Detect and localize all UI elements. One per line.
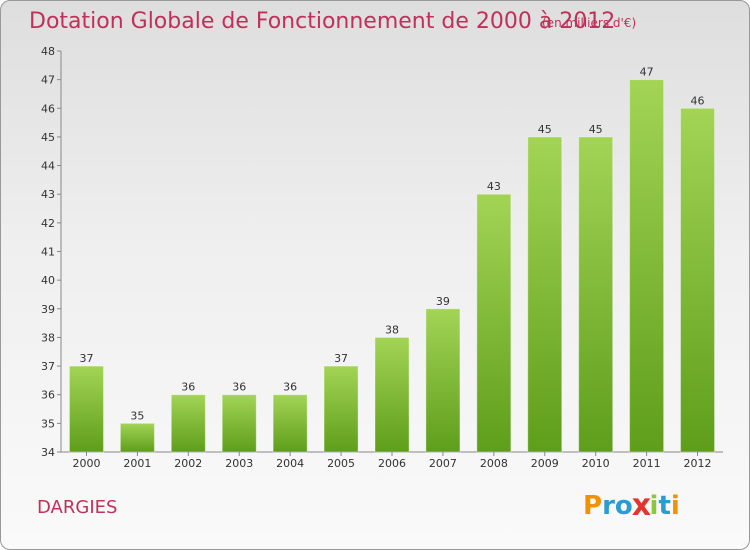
bar-2007 <box>425 308 461 453</box>
x-tick-label-2000: 2000 <box>72 457 100 470</box>
data-label-2004: 36 <box>283 381 297 394</box>
x-tick-label-2006: 2006 <box>378 457 406 470</box>
y-tick-label: 42 <box>41 217 55 230</box>
y-tick-label: 46 <box>41 102 55 115</box>
data-label-2006: 38 <box>385 323 399 336</box>
data-label-2000: 37 <box>79 352 93 365</box>
bar-2012 <box>680 107 716 453</box>
logo-letter: r <box>602 491 615 521</box>
bar-2005 <box>323 365 359 453</box>
y-tick-label: 44 <box>41 160 55 173</box>
x-tick-label-2003: 2003 <box>225 457 253 470</box>
proxiti-logo: Proxiti <box>583 488 680 524</box>
data-label-2011: 47 <box>640 66 654 79</box>
logo-letter: i <box>670 491 680 521</box>
x-tick-label-2001: 2001 <box>123 457 151 470</box>
y-tick-label: 34 <box>41 446 55 459</box>
y-tick-label: 40 <box>41 274 55 287</box>
logo-letter: t <box>658 491 671 521</box>
data-label-2005: 37 <box>334 352 348 365</box>
bar-2009 <box>527 136 563 453</box>
y-tick-label: 38 <box>41 331 55 344</box>
chart-title: Dotation Globale de Fonctionnement de 20… <box>29 9 616 34</box>
data-label-2007: 39 <box>436 295 450 308</box>
bar-2001 <box>119 422 155 453</box>
x-tick-label-2007: 2007 <box>429 457 457 470</box>
logo-letter: P <box>583 491 603 521</box>
x-tick-label-2009: 2009 <box>531 457 559 470</box>
data-label-2009: 45 <box>538 123 552 136</box>
bar-2000 <box>68 365 104 453</box>
data-label-2012: 46 <box>691 94 705 107</box>
bar-2011 <box>629 79 665 453</box>
x-tick-label-2010: 2010 <box>582 457 610 470</box>
data-label-2001: 35 <box>130 409 144 422</box>
logo-letter: i <box>649 491 659 521</box>
y-tick-label: 39 <box>41 303 55 316</box>
bar-2002 <box>170 394 206 453</box>
y-tick-label: 43 <box>41 188 55 201</box>
chart-unit: (en milliers d'€) <box>542 16 637 30</box>
logo-letter: x <box>631 488 651 524</box>
y-tick-label: 36 <box>41 389 55 402</box>
data-label-2002: 36 <box>181 381 195 394</box>
y-tick-label: 35 <box>41 417 55 430</box>
x-tick-label-2005: 2005 <box>327 457 355 470</box>
x-tick-label-2002: 2002 <box>174 457 202 470</box>
x-tick-label-2004: 2004 <box>276 457 304 470</box>
x-tick-label-2011: 2011 <box>633 457 661 470</box>
data-label-2003: 36 <box>232 381 246 394</box>
bar-2004 <box>272 394 308 453</box>
y-tick-label: 45 <box>41 131 55 144</box>
data-label-2010: 45 <box>589 123 603 136</box>
logo-letter: o <box>614 491 633 521</box>
x-tick-label-2012: 2012 <box>684 457 712 470</box>
y-tick-label: 37 <box>41 360 55 373</box>
bar-2006 <box>374 336 410 453</box>
bar-2003 <box>221 394 257 453</box>
x-tick-label-2008: 2008 <box>480 457 508 470</box>
data-label-2008: 43 <box>487 180 501 193</box>
y-tick-label: 47 <box>41 74 55 87</box>
y-tick-label: 41 <box>41 246 55 259</box>
city-name: DARGIES <box>37 497 118 518</box>
bar-2010 <box>578 136 614 453</box>
bar-2008 <box>476 193 512 453</box>
y-tick-label: 48 <box>41 45 55 58</box>
